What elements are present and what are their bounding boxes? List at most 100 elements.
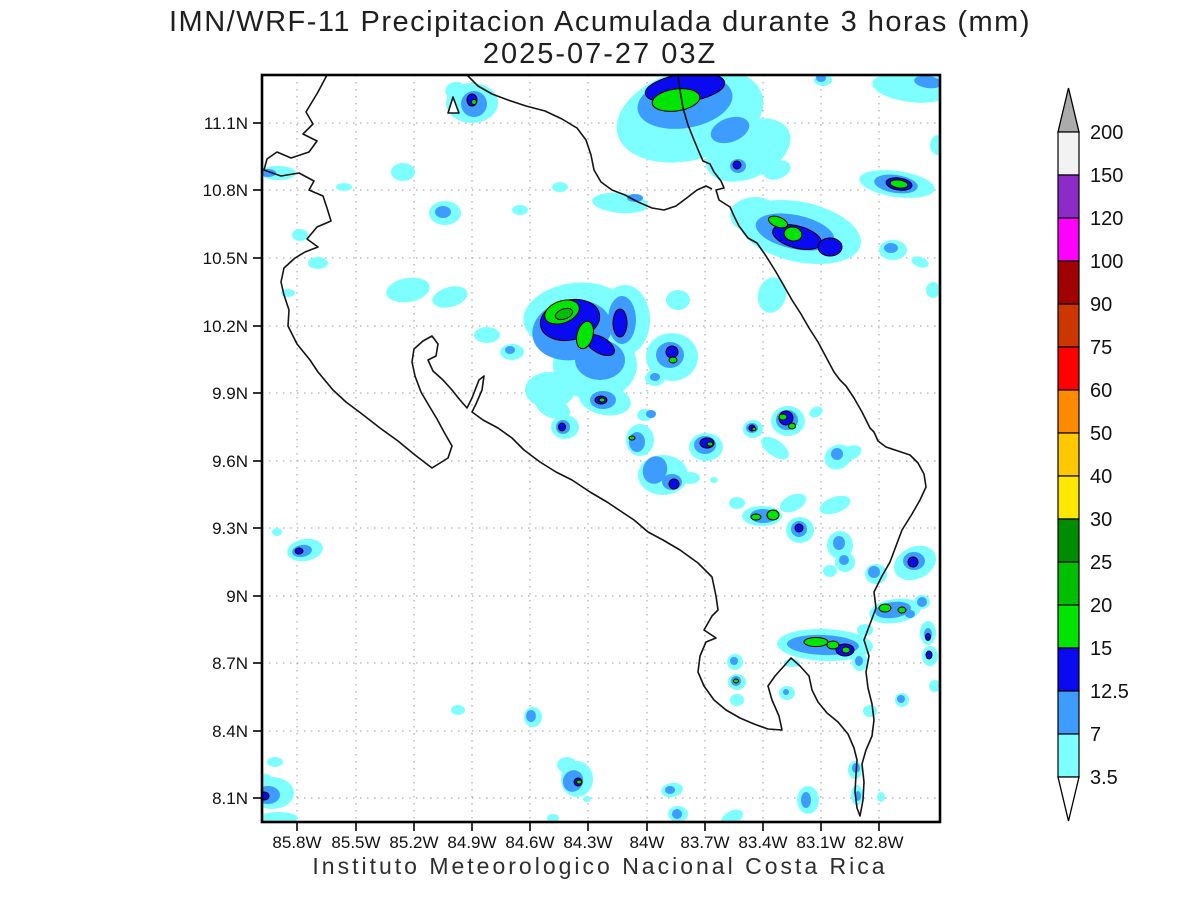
precip-cell <box>809 406 823 418</box>
precip-cell <box>878 603 892 613</box>
x-axis-tick-label: 84.9W <box>447 833 496 852</box>
colorbar-box <box>1057 131 1080 176</box>
precip-cell <box>651 88 701 112</box>
colorbar-over-arrow <box>1057 87 1080 133</box>
x-axis-tick-label: 85.2W <box>389 833 438 852</box>
x-axis-tick-label: 85.8W <box>272 833 321 852</box>
precip-cell <box>925 650 933 660</box>
precip-cell <box>710 477 718 483</box>
colorbar-label: 40 <box>1090 466 1112 488</box>
y-axis-tick-label: 9N <box>226 587 248 606</box>
precip-cell <box>930 135 940 155</box>
precip-cell <box>665 345 679 359</box>
precip-cell <box>838 445 862 461</box>
precip-cell <box>583 796 591 802</box>
colorbar-box <box>1057 303 1080 348</box>
colorbar-label: 7 <box>1090 724 1101 746</box>
precip-cell <box>336 183 352 191</box>
precip-cell <box>629 432 645 452</box>
colorbar-label: 60 <box>1090 380 1112 402</box>
precip-cell <box>526 710 536 722</box>
precip-cell <box>552 182 568 192</box>
x-axis-tick-label: 84.3W <box>563 833 612 852</box>
precip-cell <box>823 565 837 577</box>
precip-cell <box>817 237 843 257</box>
y-axis-tick-label: 8.7N <box>212 654 248 673</box>
precip-cell <box>471 99 477 105</box>
precip-cell <box>435 206 451 218</box>
precipitation-cells <box>262 75 940 822</box>
precip-cell <box>391 163 415 181</box>
y-axis: 11.1N 10.8N 10.5N 10.2N 9.9N 9.6N 9.3N 9N 8.7N 8.… <box>203 114 262 808</box>
colorbar-box <box>1057 174 1080 219</box>
colorbar-box <box>1057 260 1080 305</box>
colorbar-box <box>1057 475 1080 520</box>
colorbar-box <box>1057 389 1080 434</box>
x-axis-tick-label: 83.7W <box>680 833 729 852</box>
precip-cell <box>706 441 714 447</box>
precip-cell <box>826 640 840 650</box>
precip-cell <box>612 308 628 338</box>
precip-cell <box>761 436 789 460</box>
precip-cell <box>779 493 807 513</box>
colorbar-box <box>1057 518 1080 563</box>
precip-cell <box>721 809 743 822</box>
precip-cell <box>666 290 690 310</box>
colorbar-box <box>1057 647 1080 692</box>
precip-cell <box>911 256 929 268</box>
precip-cell <box>926 282 940 298</box>
precip-cell <box>917 597 927 607</box>
precip-cell <box>628 435 636 441</box>
precip-cell <box>889 179 909 189</box>
gridlines <box>262 75 940 822</box>
precip-cell <box>914 75 940 89</box>
precip-cell <box>432 286 468 308</box>
y-axis-tick-label: 8.4N <box>212 722 248 741</box>
x-axis-tick-label: 84.6W <box>505 833 554 852</box>
colorbar-label: 12.5 <box>1090 681 1129 703</box>
colorbar-box <box>1057 690 1080 735</box>
precip-cell <box>627 194 643 202</box>
map-frame <box>260 73 942 824</box>
precip-cell <box>262 812 298 822</box>
y-axis-tick-label: 10.8N <box>203 181 248 200</box>
precip-cell <box>794 523 804 533</box>
precip-cell <box>451 705 465 715</box>
precip-cell <box>730 694 744 706</box>
colorbar-box <box>1057 604 1080 649</box>
colorbar-box <box>1057 217 1080 262</box>
y-axis-tick-label: 9.6N <box>212 452 248 471</box>
y-axis-tick-label: 11.1N <box>204 114 248 133</box>
precip-cell <box>788 422 796 430</box>
colorbar-label: 20 <box>1090 595 1112 617</box>
colorbar-label: 75 <box>1090 337 1112 359</box>
colorbar-label: 50 <box>1090 423 1112 445</box>
precip-cell <box>598 397 606 403</box>
x-axis-tick-label: 85.5W <box>331 833 380 852</box>
precip-cell <box>803 637 829 647</box>
coastline-costa-rica <box>263 75 927 817</box>
precip-cell <box>672 809 682 819</box>
colorbar-box <box>1057 733 1080 778</box>
precip-cell <box>757 277 787 313</box>
precip-cell <box>907 556 919 568</box>
precip-cell <box>750 513 762 521</box>
precip-cell <box>557 757 577 773</box>
colorbar-label: 15 <box>1090 638 1112 660</box>
y-axis-tick-label: 10.5N <box>203 249 248 268</box>
precip-cell <box>855 656 863 666</box>
precip-cell <box>262 791 270 801</box>
colorbar-under-arrow <box>1057 776 1080 822</box>
precip-cell <box>733 678 739 684</box>
precip-cell <box>877 792 885 802</box>
precip-cell <box>558 422 566 432</box>
precip-cell <box>833 536 845 550</box>
x-axis: 85.8W 85.5W 85.2W 84.9W 84.6W 84.3W 84W 83.7W 83… <box>272 822 904 852</box>
precip-cell <box>778 413 788 421</box>
colorbar: 200 150 120 100 90 75 60 50 40 30 25 20 15 12.5 7 3.5 <box>1057 87 1129 822</box>
colorbar-label: 90 <box>1090 294 1112 316</box>
precip-cell <box>763 160 791 180</box>
precip-cell <box>642 456 668 484</box>
